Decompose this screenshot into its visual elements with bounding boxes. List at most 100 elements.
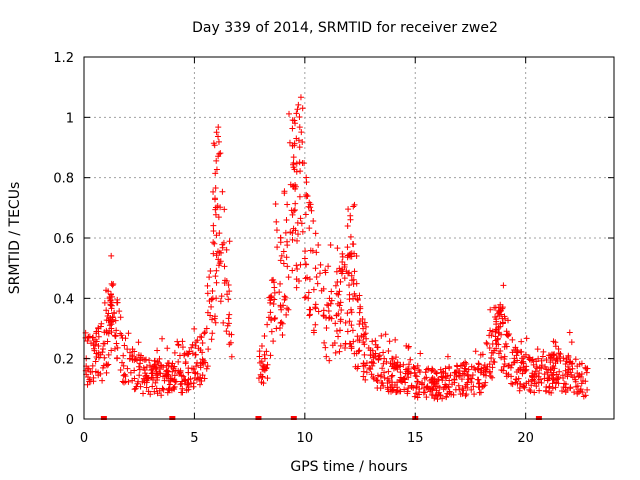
- data-point: [90, 340, 97, 347]
- data-point: [99, 364, 106, 371]
- data-point: [423, 394, 430, 401]
- data-point: [140, 364, 147, 371]
- data-point: [399, 378, 406, 385]
- data-point: [280, 260, 287, 267]
- data-point: [388, 373, 395, 380]
- data-point: [103, 369, 110, 376]
- data-point: [212, 184, 219, 191]
- data-point: [211, 142, 218, 149]
- data-point: [178, 389, 185, 396]
- data-point: [108, 318, 115, 325]
- data-point: [212, 170, 219, 177]
- data-point: [555, 350, 562, 357]
- data-point: [370, 351, 377, 358]
- data-point: [374, 344, 381, 351]
- data-point: [84, 338, 91, 345]
- data-points: [82, 94, 591, 420]
- data-point: [378, 332, 385, 339]
- data-point: [412, 372, 419, 379]
- data-point: [471, 391, 478, 398]
- y-tick-label: 0: [66, 413, 74, 428]
- data-point: [452, 369, 459, 376]
- data-point: [256, 353, 263, 360]
- data-point: [312, 230, 319, 237]
- data-point: [546, 389, 553, 396]
- data-point: [169, 360, 176, 367]
- data-point: [112, 333, 119, 340]
- data-point: [389, 384, 396, 391]
- data-point: [500, 363, 507, 370]
- data-point: [107, 298, 114, 305]
- data-point: [547, 352, 554, 359]
- data-point: [526, 356, 533, 363]
- data-point: [95, 333, 102, 340]
- data-point: [283, 311, 290, 318]
- data-point: [542, 387, 549, 394]
- data-point: [111, 345, 118, 352]
- data-point: [363, 369, 370, 376]
- data-point: [127, 349, 134, 356]
- data-point: [209, 295, 216, 302]
- data-point: [293, 284, 300, 291]
- data-point: [360, 373, 367, 380]
- data-point: [286, 110, 293, 117]
- data-point: [302, 211, 309, 218]
- data-point: [417, 350, 424, 357]
- data-point: [457, 391, 464, 398]
- data-point: [344, 254, 351, 261]
- data-point: [484, 341, 491, 348]
- data-point: [93, 338, 100, 345]
- data-point: [108, 252, 115, 259]
- data-point: [221, 263, 228, 270]
- data-point: [165, 386, 172, 393]
- data-point: [544, 375, 551, 382]
- data-point: [336, 265, 343, 272]
- ticks: 0 0.2 0.4 0.6 0.8 1 1.2 0 5 10 15 20: [53, 51, 614, 446]
- data-point: [99, 377, 106, 384]
- data-point: [511, 355, 518, 362]
- data-point: [284, 242, 291, 249]
- data-point: [362, 330, 369, 337]
- data-point: [531, 377, 538, 384]
- data-point: [296, 193, 303, 200]
- data-point: [569, 360, 576, 367]
- data-point: [278, 252, 285, 259]
- data-point: [285, 274, 292, 281]
- y-tick-label: 1.2: [53, 51, 74, 66]
- data-point: [433, 370, 440, 377]
- data-point: [149, 366, 156, 373]
- data-point: [337, 342, 344, 349]
- data-point: [462, 365, 469, 372]
- data-point: [290, 225, 297, 232]
- data-point: [549, 372, 556, 379]
- data-point: [351, 201, 358, 208]
- data-point: [516, 365, 523, 372]
- data-point: [114, 344, 121, 351]
- zero-marker: [535, 416, 542, 420]
- data-point: [117, 330, 124, 337]
- data-point: [552, 343, 559, 350]
- data-point: [281, 188, 288, 195]
- data-point: [167, 375, 174, 382]
- data-point: [215, 133, 222, 140]
- data-point: [547, 366, 554, 373]
- data-point: [281, 296, 288, 303]
- data-point: [267, 299, 274, 306]
- data-point: [405, 385, 412, 392]
- data-point: [530, 361, 537, 368]
- data-point: [500, 282, 507, 289]
- data-point: [209, 330, 216, 337]
- data-point: [457, 372, 464, 379]
- data-point: [547, 367, 554, 374]
- data-point: [169, 376, 176, 383]
- data-point: [215, 214, 222, 221]
- data-point: [489, 374, 496, 381]
- data-point: [336, 348, 343, 355]
- data-point: [544, 369, 551, 376]
- data-point: [476, 380, 483, 387]
- x-tick-label: 5: [190, 431, 198, 446]
- data-point: [404, 388, 411, 395]
- data-point: [577, 388, 584, 395]
- data-point: [463, 391, 470, 398]
- data-point: [412, 365, 419, 372]
